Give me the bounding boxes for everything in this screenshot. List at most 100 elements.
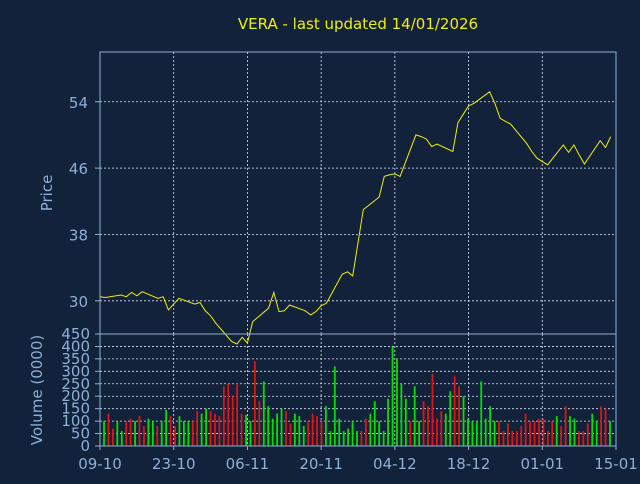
volume-bar <box>582 431 585 446</box>
volume-tick-label: 150 <box>61 400 90 418</box>
volume-bar <box>502 431 505 446</box>
volume-tick-label: 0 <box>80 437 90 455</box>
volume-bar <box>391 346 394 446</box>
volume-bar <box>178 416 181 446</box>
volume-tick-label: 300 <box>61 362 90 380</box>
volume-bar <box>125 421 128 446</box>
volume-bar <box>364 418 367 446</box>
volume-bar <box>187 421 190 446</box>
volume-bar <box>169 416 172 446</box>
volume-bar <box>422 401 425 446</box>
volume-bar <box>191 421 194 446</box>
volume-bar <box>222 386 225 446</box>
volume-bar <box>515 431 518 446</box>
volume-bar <box>471 421 474 446</box>
volume-bar <box>573 418 576 446</box>
volume-bar <box>325 406 327 446</box>
volume-bar <box>378 421 381 446</box>
volume-bar <box>564 406 567 446</box>
volume-bar <box>427 406 429 446</box>
x-tick-label: 23-10 <box>152 455 196 473</box>
volume-bar <box>320 421 323 446</box>
volume-bar <box>498 421 500 446</box>
volume-bar <box>311 413 314 446</box>
volume-bar <box>400 383 403 446</box>
volume-bar <box>116 421 119 446</box>
volume-bar <box>231 396 234 446</box>
volume-bar <box>111 428 114 446</box>
volume-tick-label: 200 <box>61 387 90 405</box>
volume-bar <box>182 421 185 446</box>
volume-bar <box>413 386 416 446</box>
volume-bar <box>209 411 212 446</box>
volume-bar <box>418 421 421 446</box>
volume-bar <box>578 431 580 446</box>
volume-bar <box>258 401 261 446</box>
volume-bar <box>449 391 452 446</box>
volume-bar <box>369 413 372 446</box>
volume-bar <box>435 418 438 446</box>
volume-bar <box>329 431 332 446</box>
volume-bar <box>143 426 145 446</box>
volume-bar <box>293 413 296 446</box>
volume-bar <box>214 413 216 446</box>
volume-bar <box>555 416 558 446</box>
volume-bar <box>107 413 110 446</box>
volume-bar <box>151 421 154 446</box>
volume-tick-label: 400 <box>61 337 90 355</box>
volume-tick-label: 450 <box>61 325 90 343</box>
volume-bar <box>236 383 239 446</box>
volume-bar <box>267 406 270 446</box>
volume-bar <box>462 396 465 446</box>
volume-bar <box>538 418 540 446</box>
volume-bar <box>356 431 358 446</box>
volume-bar <box>511 431 514 446</box>
volume-bar <box>529 421 532 446</box>
volume-bar <box>600 406 603 446</box>
volume-bar <box>444 413 447 446</box>
chart-title: VERA - last updated 14/01/2026 <box>238 15 478 33</box>
volume-bar <box>480 381 483 446</box>
volume-bar <box>200 413 203 446</box>
volume-bar <box>458 386 460 446</box>
volume-bar <box>174 426 176 446</box>
x-tick-label: 18-12 <box>447 455 491 473</box>
x-tick-label: 04-12 <box>373 455 417 473</box>
volume-bar <box>586 423 589 446</box>
volume-plot-frame <box>99 333 617 447</box>
volume-bar <box>520 426 523 446</box>
volume-bar <box>489 406 492 446</box>
x-tick-label: 01-01 <box>520 455 564 473</box>
volume-tick-label: 250 <box>61 375 90 393</box>
volume-bar <box>431 373 434 446</box>
volume-bar <box>245 414 247 446</box>
volume-bar <box>196 411 199 446</box>
volume-bar <box>604 408 607 446</box>
volume-tick-label: 100 <box>61 412 90 430</box>
volume-bar <box>120 431 123 446</box>
volume-bar <box>285 411 287 446</box>
volume-bar <box>316 416 318 446</box>
x-tick-label: 06-11 <box>226 455 270 473</box>
volume-bar <box>205 408 207 446</box>
volume-bar <box>609 421 611 446</box>
volume-bar <box>560 426 563 446</box>
volume-bar <box>347 428 350 446</box>
volume-bar <box>382 431 385 446</box>
volume-bar <box>289 423 292 446</box>
volume-tick-label: 50 <box>71 425 90 443</box>
volume-bar <box>307 421 310 446</box>
volume-bar <box>280 408 283 446</box>
volume-bar <box>373 401 376 446</box>
volume-bar <box>569 416 571 446</box>
volume-bar <box>333 366 336 446</box>
volume-bar <box>249 421 252 446</box>
volume-bar <box>302 426 305 446</box>
volume-bar <box>467 418 469 446</box>
volume-bar <box>440 411 443 446</box>
volume-bar <box>276 413 279 446</box>
volume-bar <box>493 421 496 446</box>
volume-axis-label: Volume (0000) <box>28 335 46 445</box>
volume-bar <box>507 423 509 446</box>
